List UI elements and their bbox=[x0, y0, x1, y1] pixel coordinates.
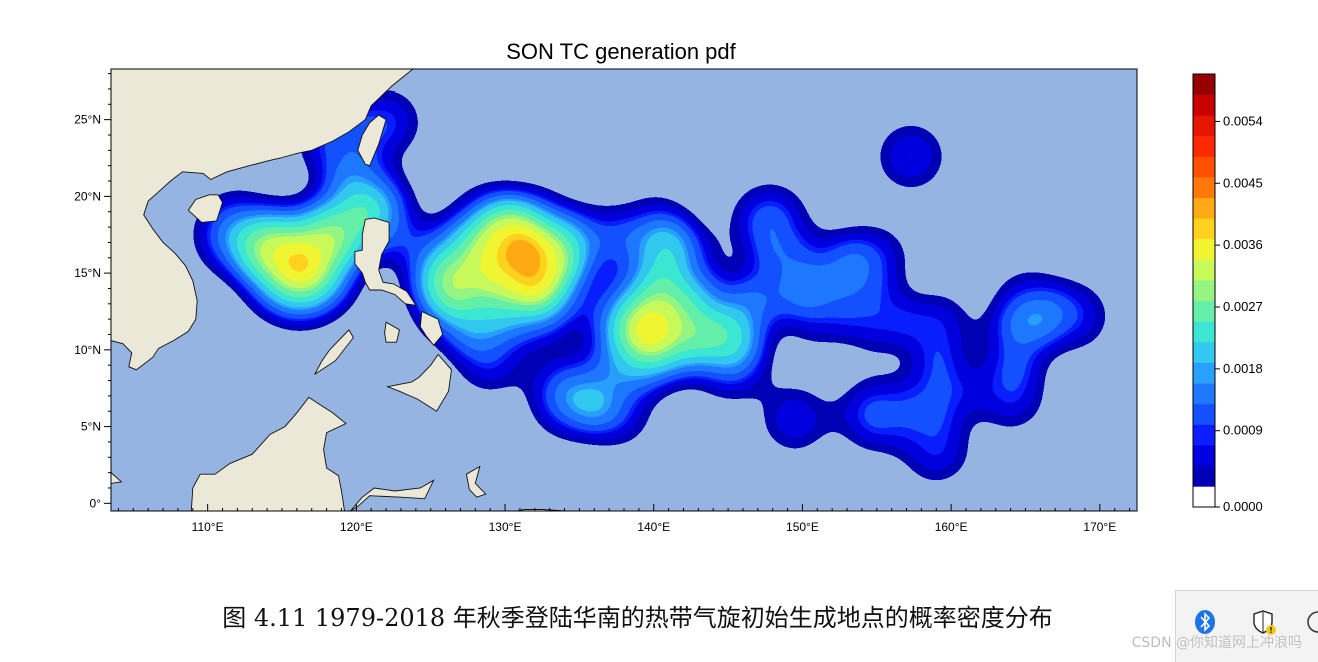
x-tick-label: 150°E bbox=[786, 520, 819, 534]
colorbar-box bbox=[1193, 300, 1215, 322]
colorbar-label: 0.0009 bbox=[1223, 423, 1263, 438]
colorbar-box bbox=[1193, 259, 1215, 281]
x-tick-label: 140°E bbox=[637, 520, 670, 534]
colorbar-box bbox=[1193, 424, 1215, 446]
density-hotspot bbox=[178, 176, 296, 294]
land-polygon bbox=[465, 465, 487, 498]
land-polygon bbox=[314, 329, 354, 375]
colorbar-label: 0.0045 bbox=[1223, 175, 1263, 190]
colorbar-frame bbox=[1192, 73, 1216, 508]
y-tick-label: 10°N bbox=[74, 343, 101, 357]
colorbar-label: 0.0018 bbox=[1223, 361, 1263, 376]
y-tick-label: 15°N bbox=[74, 266, 101, 280]
colorbar: 0.0000 0.0009 0.0018 0.0027 0.0036 0.0045 0.00… bbox=[1192, 73, 1263, 514]
watermark: CSDN @你知道网上冲浪吗 bbox=[1131, 635, 1302, 651]
colorbar-box bbox=[1193, 342, 1215, 363]
colorbar-box bbox=[1193, 74, 1215, 95]
colorbar-box bbox=[1193, 280, 1215, 302]
land-polygon bbox=[111, 69, 414, 371]
density-hotspot bbox=[602, 178, 706, 282]
density-hotspot bbox=[1023, 265, 1126, 368]
land-polygon bbox=[384, 321, 401, 343]
land-polygon bbox=[350, 479, 435, 511]
y-tick-label: 20°N bbox=[74, 189, 101, 203]
colorbar-label: 0.0054 bbox=[1223, 113, 1263, 128]
x-tick-label: 160°E bbox=[935, 520, 968, 534]
colorbar-box bbox=[1193, 115, 1215, 137]
land-polygon bbox=[187, 194, 223, 223]
shield-warning-icon[interactable] bbox=[1252, 609, 1278, 641]
land-polygon bbox=[419, 310, 444, 347]
colorbar-label: 0.0036 bbox=[1223, 237, 1263, 252]
map-plot-area bbox=[111, 69, 1137, 511]
colorbar-box bbox=[1193, 177, 1215, 199]
density-field bbox=[111, 69, 1137, 511]
land-polygon bbox=[385, 353, 452, 412]
land-polygon bbox=[357, 114, 387, 167]
y-tick-label: 0° bbox=[90, 496, 102, 510]
colorbar-box bbox=[1193, 238, 1215, 260]
colorbar-box bbox=[1193, 321, 1215, 343]
colorbar-label: 0.0000 bbox=[1223, 499, 1263, 514]
axis-ticks: 110°E 120°E 130°E 140°E 150°E 160°E 170°E 0° 5°N… bbox=[74, 73, 1131, 534]
landmasses bbox=[111, 69, 567, 511]
density-hotspot bbox=[885, 398, 988, 501]
colorbar-box bbox=[1193, 156, 1215, 178]
y-tick-label: 5°N bbox=[81, 420, 101, 434]
density-hotspot bbox=[744, 368, 846, 470]
colorbar-box bbox=[1193, 135, 1215, 157]
land-polygon bbox=[111, 396, 347, 511]
x-tick-label: 170°E bbox=[1083, 520, 1116, 534]
density-hotspot bbox=[860, 105, 962, 208]
x-tick-label: 120°E bbox=[340, 520, 373, 534]
colorbar-box bbox=[1193, 94, 1215, 116]
colorbar-box bbox=[1193, 465, 1215, 487]
land-polygon bbox=[111, 471, 123, 484]
colorbar-box bbox=[1193, 218, 1215, 240]
colorbar-label: 0.0027 bbox=[1223, 299, 1263, 314]
x-tick-label: 110°E bbox=[192, 520, 224, 534]
colorbar-box bbox=[1193, 362, 1215, 384]
y-tick-label: 25°N bbox=[74, 113, 101, 127]
system-tray bbox=[1175, 590, 1318, 662]
colorbar-box bbox=[1193, 403, 1215, 425]
colorbar-box bbox=[1193, 383, 1215, 405]
chart-title: SON TC generation pdf bbox=[506, 39, 736, 64]
clock-icon[interactable] bbox=[1306, 609, 1318, 639]
land-polygon bbox=[354, 217, 417, 306]
colorbar-box bbox=[1193, 197, 1215, 219]
bluetooth-icon[interactable] bbox=[1194, 609, 1216, 639]
density-hotspot bbox=[565, 359, 669, 463]
colorbar-box bbox=[1193, 486, 1215, 508]
x-tick-label: 130°E bbox=[489, 520, 522, 534]
figure-caption: 图 4.11 1979-2018 年秋季登陆华南的热带气旋初始生成地点的概率密度… bbox=[222, 604, 1053, 632]
density-hotspot bbox=[959, 344, 1062, 447]
chart-figure: SON TC generation pdf 110°E 120°E 130°E 140… bbox=[74, 39, 1263, 534]
colorbar-box bbox=[1193, 445, 1215, 467]
